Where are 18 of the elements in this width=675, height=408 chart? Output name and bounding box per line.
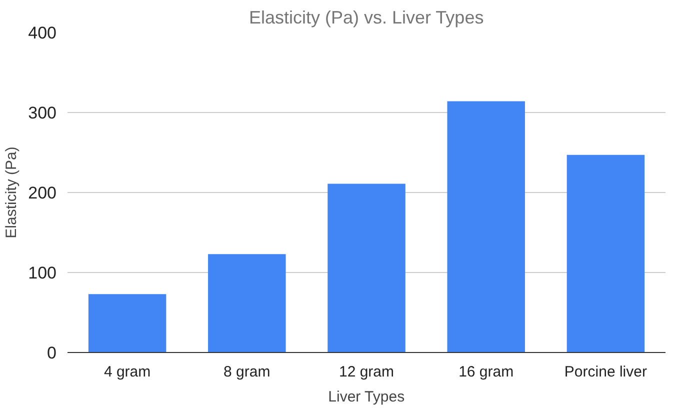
x-axis-title: Liver Types (328, 388, 405, 406)
x-tick-label: Porcine liver (564, 364, 647, 380)
y-axis-title: Elasticity (Pa) (3, 146, 20, 238)
bar (208, 254, 286, 352)
x-tick-label: 4 gram (104, 364, 151, 380)
y-tick-label: 400 (28, 24, 57, 42)
chart-title: Elasticity (Pa) vs. Liver Types (248, 8, 484, 28)
bar (88, 294, 166, 352)
y-tick-label: 300 (28, 104, 57, 122)
bar (566, 154, 645, 352)
x-tick-label: 16 gram (458, 364, 514, 380)
y-tick-label: 200 (28, 184, 57, 202)
bar (328, 184, 406, 352)
y-tick-label: 0 (47, 344, 57, 362)
y-tick-label: 100 (28, 264, 57, 282)
x-tick-label: 12 gram (338, 364, 394, 380)
x-tick-label: 8 gram (224, 364, 270, 380)
bar (447, 101, 525, 352)
